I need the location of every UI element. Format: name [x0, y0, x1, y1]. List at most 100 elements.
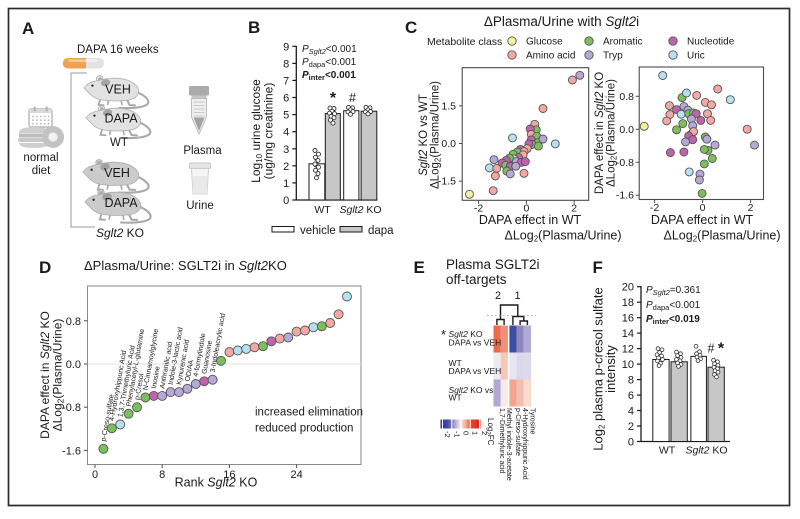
svg-text:F: F	[593, 258, 603, 277]
svg-text:diet: diet	[32, 165, 51, 177]
svg-text:off-targets: off-targets	[446, 272, 507, 287]
svg-text:0: 0	[628, 437, 634, 449]
svg-text:Plasma: Plasma	[183, 145, 222, 157]
svg-text:14: 14	[622, 328, 634, 340]
svg-text:Glucose: Glucose	[526, 37, 563, 48]
svg-text:WT: WT	[110, 137, 128, 149]
svg-text:VEH: VEH	[104, 166, 130, 180]
svg-text:Metabolite class: Metabolite class	[427, 36, 502, 48]
svg-text:9: 9	[283, 41, 289, 53]
svg-text:reduced production: reduced production	[255, 423, 353, 435]
svg-text:ΔPlasma/Urine: SGLT2i in Sglt2: ΔPlasma/Urine: SGLT2i in Sglt2KO	[84, 258, 287, 273]
svg-text:PSglt2=0.361: PSglt2=0.361	[646, 285, 701, 297]
svg-text:Pdapa<0.001: Pdapa<0.001	[646, 300, 701, 312]
svg-text:Sglt2 KO: Sglt2 KO	[685, 445, 727, 457]
svg-text:5: 5	[283, 110, 289, 122]
svg-text:0: 0	[283, 195, 289, 207]
svg-text:1: 1	[471, 431, 480, 435]
svg-text:2: 2	[495, 290, 501, 302]
svg-text:Sglt2 KO: Sglt2 KO	[339, 204, 381, 216]
svg-text:intensity: intensity	[603, 345, 618, 393]
svg-text:Plasma SGLT2i: Plasma SGLT2i	[446, 257, 540, 272]
svg-text:DAPA: DAPA	[104, 112, 138, 126]
svg-text:WT: WT	[314, 204, 331, 216]
svg-text:normal: normal	[23, 152, 58, 164]
svg-text:0: 0	[462, 431, 471, 435]
svg-text:DAPA vs VEH: DAPA vs VEH	[449, 338, 502, 348]
svg-text:vehicle: vehicle	[300, 225, 336, 237]
svg-text:2: 2	[480, 431, 489, 435]
svg-text:18: 18	[622, 297, 634, 309]
svg-text:Pinter<0.019: Pinter<0.019	[646, 314, 700, 326]
svg-text:24: 24	[290, 469, 302, 481]
svg-text:8: 8	[159, 469, 165, 481]
svg-text:DAPA effect in WT: DAPA effect in WT	[651, 213, 754, 227]
svg-text:0: 0	[92, 469, 98, 481]
svg-text:Uric: Uric	[687, 51, 705, 62]
svg-text:0.8: 0.8	[619, 91, 634, 103]
svg-text:DAPA vs VEH: DAPA vs VEH	[449, 366, 502, 376]
svg-text:1.5: 1.5	[441, 100, 456, 112]
svg-text:ODIAA: ODIAA	[184, 359, 195, 382]
svg-text:*: *	[441, 327, 446, 342]
svg-text:Sglt2 KO: Sglt2 KO	[449, 329, 483, 339]
svg-text:4: 4	[283, 127, 289, 139]
svg-text:D: D	[39, 258, 51, 277]
svg-text:WT: WT	[449, 358, 462, 368]
svg-text:p-Cresol: p-Cresol	[134, 373, 146, 401]
svg-text:Tyrosine: Tyrosine	[528, 408, 535, 435]
svg-text:20: 20	[622, 282, 634, 294]
svg-text:Nucleotide: Nucleotide	[687, 37, 735, 48]
svg-text:ΔPlasma/Urine with Sglt2i: ΔPlasma/Urine with Sglt2i	[484, 14, 639, 29]
svg-text:16: 16	[622, 313, 634, 325]
svg-text:Sglt2 KO vs: Sglt2 KO vs	[449, 385, 494, 395]
svg-text:Sglt2 KO: Sglt2 KO	[96, 226, 144, 240]
svg-text:DAPA effect in WT: DAPA effect in WT	[479, 213, 582, 227]
svg-text:DAPA 16 weeks: DAPA 16 weeks	[77, 44, 159, 56]
svg-text:-1.6: -1.6	[62, 445, 81, 457]
svg-text:8: 8	[628, 375, 634, 387]
svg-text:A: A	[22, 19, 34, 38]
svg-text:*: *	[330, 90, 337, 107]
svg-text:0.8: 0.8	[66, 316, 81, 328]
svg-text:2: 2	[748, 202, 754, 214]
svg-text:1: 1	[283, 178, 289, 190]
svg-text:Tryp: Tryp	[603, 51, 623, 62]
svg-text:DAPA effect in Sglt2 KO: DAPA effect in Sglt2 KO	[38, 311, 52, 439]
svg-text:12: 12	[622, 344, 634, 356]
svg-text:6: 6	[628, 390, 634, 402]
svg-text:-0.8: -0.8	[616, 157, 634, 169]
svg-text:ΔLog2(Plasma/Urine): ΔLog2(Plasma/Urine)	[504, 229, 621, 244]
svg-text:DAPA effect in Sglt2 KO: DAPA effect in Sglt2 KO	[594, 72, 606, 194]
svg-text:*: *	[718, 341, 725, 358]
svg-text:PSglt2<0.001: PSglt2<0.001	[302, 44, 357, 56]
svg-text:2: 2	[571, 203, 577, 215]
svg-text:3: 3	[283, 144, 289, 156]
svg-text:increased elimination: increased elimination	[255, 407, 363, 419]
svg-text:p-Creso-sulfate: p-Creso-sulfate	[514, 408, 521, 456]
svg-text:VEH: VEH	[105, 83, 131, 97]
svg-text:16: 16	[223, 469, 235, 481]
svg-text:#: #	[349, 91, 356, 105]
svg-text:Rank Sglt2 KO: Rank Sglt2 KO	[175, 476, 258, 490]
svg-text:Urine: Urine	[186, 200, 213, 212]
svg-text:6: 6	[283, 93, 289, 105]
svg-text:0.0: 0.0	[66, 359, 81, 371]
svg-text:ΔLog2(Plasma/Urine): ΔLog2(Plasma/Urine)	[606, 79, 619, 187]
svg-text:0.0: 0.0	[441, 138, 456, 150]
svg-text:-0.8: -0.8	[62, 402, 81, 414]
svg-text:2: 2	[628, 421, 634, 433]
svg-text:DAPA: DAPA	[104, 196, 138, 210]
svg-text:Log2FC: Log2FC	[485, 418, 496, 446]
svg-text:10: 10	[622, 359, 634, 371]
svg-text:-1.5: -1.5	[438, 176, 456, 188]
svg-text:0.0: 0.0	[619, 124, 634, 136]
svg-text:C: C	[405, 18, 417, 37]
svg-text:4: 4	[628, 406, 634, 418]
svg-text:Inosine: Inosine	[151, 366, 162, 390]
svg-text:-2: -2	[650, 202, 659, 214]
svg-text:Aromatic: Aromatic	[603, 37, 642, 48]
svg-text:E: E	[414, 258, 425, 277]
svg-text:0: 0	[523, 203, 529, 215]
svg-text:Amino acid: Amino acid	[526, 51, 575, 62]
